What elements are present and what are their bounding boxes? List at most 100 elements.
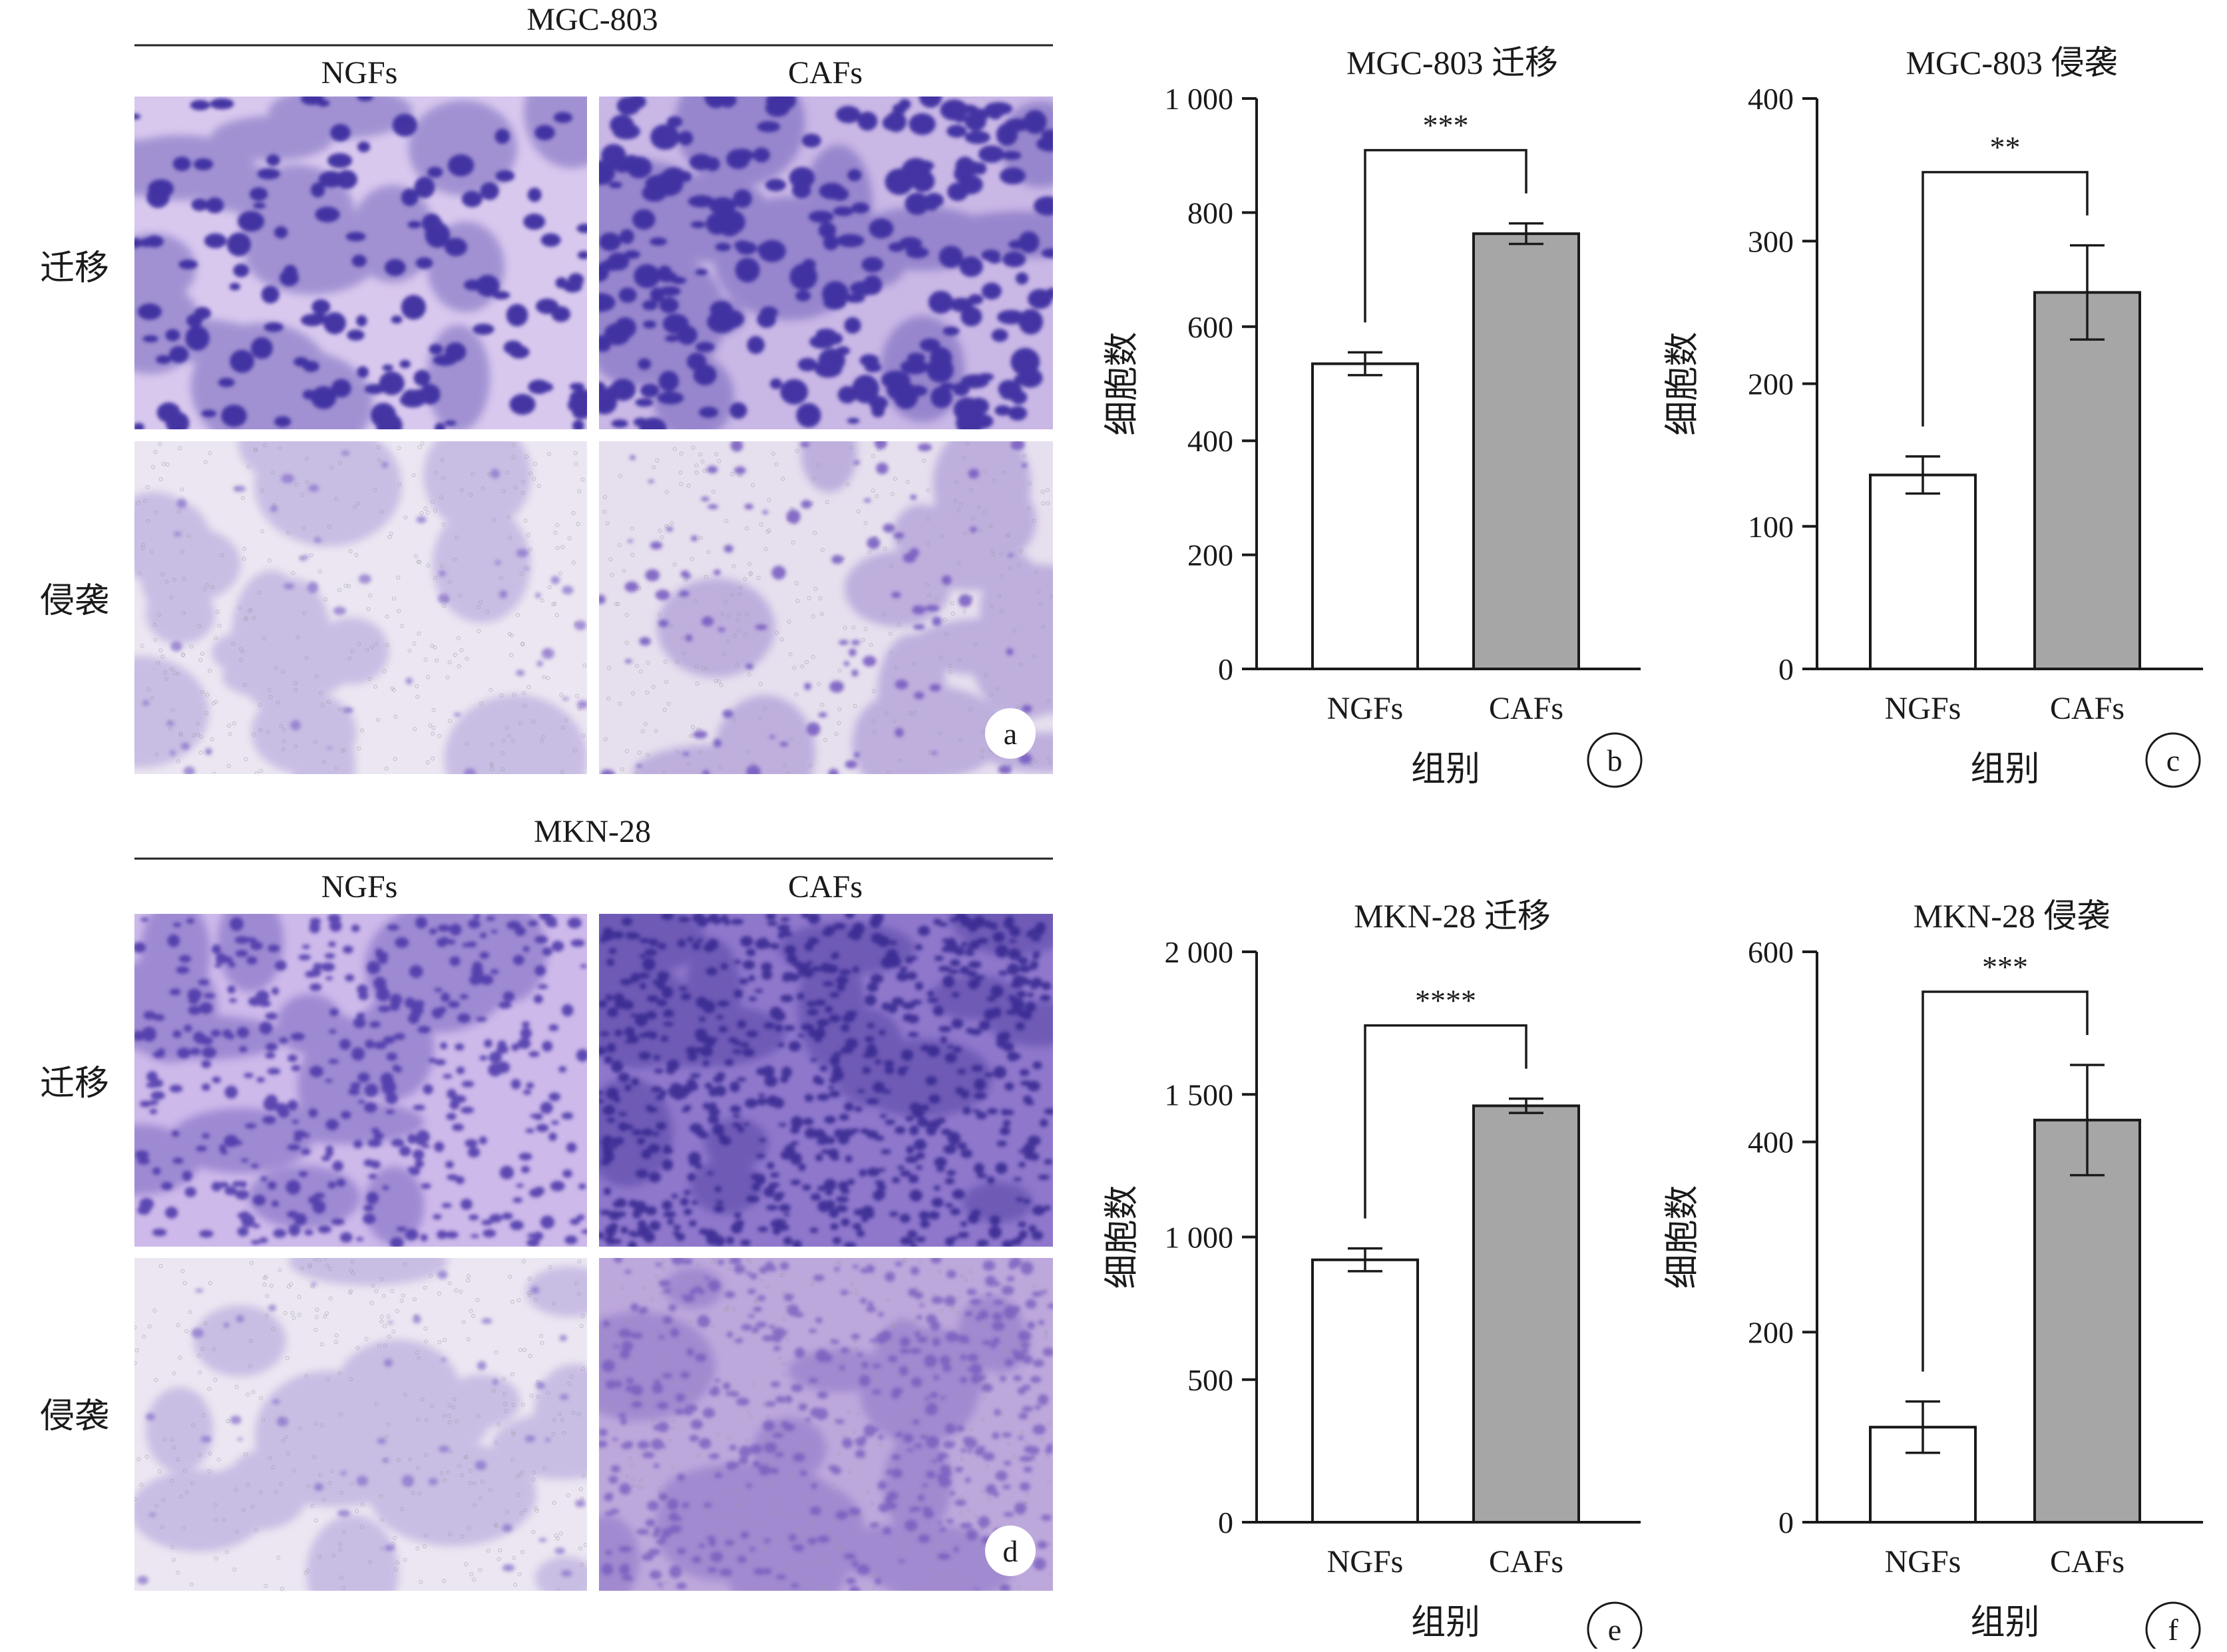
y-tick-label: 200 xyxy=(1748,367,1794,401)
chart-f-mkn28-invasion: MKN-28 侵袭 0 200 400 600 细胞数 NGFs CAFs *** 组别 f xyxy=(1664,897,2203,1652)
chart-title: MGC-803 侵袭 xyxy=(1906,44,2117,81)
y-tick-label: 200 xyxy=(1748,1315,1794,1349)
chart-c-mgc803-invasion: MGC-803 侵袭 0 100 200 300 400 细胞数 NGFs CAFs ** 组别 c xyxy=(1664,44,2203,789)
bar-ngfs xyxy=(1311,362,1419,670)
x-tick-label: NGFs xyxy=(1327,691,1404,726)
row-label-migration: 迁移 xyxy=(40,1065,109,1103)
significance-label: *** xyxy=(1982,950,2028,984)
x-axis-label: 组别 xyxy=(1411,1604,1480,1642)
y-tick-label: 800 xyxy=(1187,196,1233,230)
panel-label-circle xyxy=(2145,1601,2201,1652)
significance-bracket xyxy=(1922,170,2089,427)
micrograph-mgc803-ngfs-invasion xyxy=(134,441,587,774)
x-axis-label: 组别 xyxy=(1411,751,1480,789)
panel-label-circle xyxy=(1587,1601,1643,1652)
y-tick-label: 1 000 xyxy=(1165,82,1234,116)
chart-title: MGC-803 迁移 xyxy=(1346,44,1558,81)
row-label-invasion: 侵袭 xyxy=(40,582,109,620)
panel-label-circle xyxy=(2145,732,2201,788)
panel-label-text: c xyxy=(2166,743,2180,777)
x-tick-label: NGFs xyxy=(1327,1544,1404,1579)
column-header-ngfs: NGFs xyxy=(321,55,398,91)
bar-cafs xyxy=(2033,291,2141,670)
micrograph-canvas xyxy=(134,1258,587,1591)
bar-cafs xyxy=(1472,1104,1580,1524)
image-panel-title: MKN-28 xyxy=(534,814,651,849)
panel-label-text: f xyxy=(2168,1613,2178,1647)
micrograph-canvas xyxy=(134,97,587,429)
row-label-invasion: 侵袭 xyxy=(40,1398,109,1436)
y-tick-label: 2 000 xyxy=(1165,935,1234,969)
panel-label-text: b xyxy=(1607,743,1623,777)
y-tick-label: 1 000 xyxy=(1165,1221,1234,1255)
significance-bracket xyxy=(1364,148,1527,323)
x-tick-label: CAFs xyxy=(2050,1544,2125,1579)
y-tick-label: 400 xyxy=(1748,82,1794,116)
significance-bracket xyxy=(1364,1024,1527,1219)
chart-title: MKN-28 迁移 xyxy=(1354,897,1551,934)
panel-label-text: d xyxy=(1003,1534,1018,1568)
y-tick-label: 1 500 xyxy=(1165,1078,1234,1112)
x-axis-label: 组别 xyxy=(1970,751,2039,789)
image-panel-mkn28: MKN-28 NGFs CAFs 迁移 侵袭 d xyxy=(40,814,1053,1591)
micrograph-canvas xyxy=(599,441,1053,774)
y-axis-label: 细胞数 xyxy=(1664,1185,1702,1289)
bar-cafs xyxy=(2033,1118,2141,1524)
y-axis-label: 细胞数 xyxy=(1664,331,1702,435)
micrograph-canvas xyxy=(599,1258,1053,1591)
panel-label-circle xyxy=(1587,732,1643,788)
column-header-ngfs: NGFs xyxy=(321,869,398,905)
micrograph-canvas xyxy=(599,914,1053,1247)
x-tick-label: NGFs xyxy=(1885,691,1961,726)
micrograph-mkn28-ngfs-migration xyxy=(134,914,587,1247)
micrograph-canvas xyxy=(599,97,1053,429)
x-tick-label: CAFs xyxy=(2050,691,2125,726)
chart-e-mkn28-migration: MKN-28 迁移 0 500 1 000 1 500 2 000 细胞数 NGFs CAFs *… xyxy=(1104,897,1643,1652)
y-axis-label: 细胞数 xyxy=(1104,331,1141,435)
panel-label-text: e xyxy=(1608,1613,1621,1647)
y-tick-label: 0 xyxy=(1778,652,1794,686)
image-panel-title: MGC-803 xyxy=(526,2,658,37)
y-tick-label: 500 xyxy=(1187,1363,1233,1397)
micrograph-mgc803-cafs-migration xyxy=(599,97,1053,429)
y-tick-label: 300 xyxy=(1748,224,1794,258)
y-axis-label: 细胞数 xyxy=(1104,1185,1141,1289)
micrograph-canvas xyxy=(134,441,587,774)
row-label-migration: 迁移 xyxy=(40,250,109,288)
column-header-cafs: CAFs xyxy=(788,869,863,905)
y-tick-label: 0 xyxy=(1218,652,1233,686)
y-tick-label: 600 xyxy=(1748,935,1794,969)
micrograph-mkn28-cafs-invasion xyxy=(599,1258,1053,1591)
chart-b-mgc803-migration: MGC-803 迁移 0 200 400 600 800 1 000 细胞数 NGFs CAFs *… xyxy=(1104,44,1643,789)
image-panel-mgc803: MGC-803 NGFs CAFs 迁移 侵袭 a xyxy=(40,2,1053,774)
significance-bracket xyxy=(1922,990,2089,1372)
micrograph-mkn28-cafs-migration xyxy=(599,914,1053,1247)
y-tick-label: 200 xyxy=(1187,538,1233,572)
panel-label-d: d xyxy=(985,1526,1036,1576)
micrograph-canvas xyxy=(134,914,587,1247)
panel-label-text: a xyxy=(1004,717,1017,751)
x-axis-label: 组别 xyxy=(1970,1604,2039,1642)
y-tick-label: 600 xyxy=(1187,310,1233,344)
bar-ngfs xyxy=(1869,473,1977,670)
y-tick-label: 0 xyxy=(1778,1506,1794,1540)
significance-label: *** xyxy=(1423,108,1469,142)
x-tick-label: CAFs xyxy=(1489,1544,1563,1579)
bar-ngfs xyxy=(1311,1258,1419,1524)
micrograph-mkn28-ngfs-invasion xyxy=(134,1258,587,1591)
y-tick-label: 100 xyxy=(1748,510,1794,544)
y-tick-label: 400 xyxy=(1187,424,1233,458)
column-header-cafs: CAFs xyxy=(788,55,863,91)
significance-label: ** xyxy=(1990,130,2021,164)
x-tick-label: NGFs xyxy=(1885,1544,1961,1579)
micrograph-mgc803-ngfs-migration xyxy=(134,97,587,429)
chart-title: MKN-28 侵袭 xyxy=(1914,897,2111,934)
significance-label: **** xyxy=(1415,984,1476,1018)
y-tick-label: 400 xyxy=(1748,1126,1794,1159)
y-tick-label: 0 xyxy=(1218,1506,1233,1540)
panel-label-a: a xyxy=(985,708,1036,759)
x-tick-label: CAFs xyxy=(1489,691,1563,726)
bar-cafs xyxy=(1472,232,1580,670)
